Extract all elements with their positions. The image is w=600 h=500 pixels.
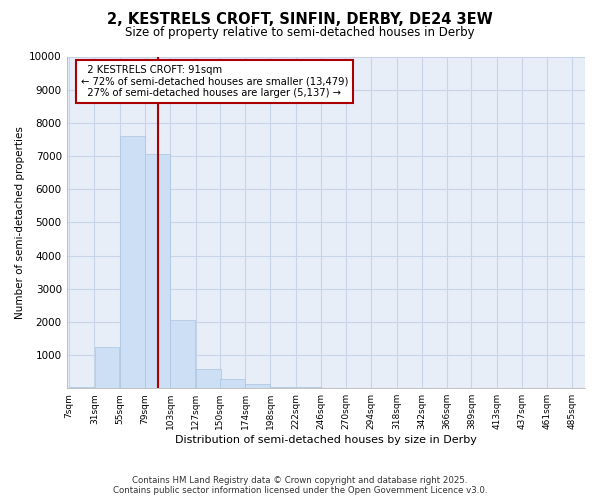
- Bar: [95, 346, 119, 388]
- Text: Contains HM Land Registry data © Crown copyright and database right 2025.
Contai: Contains HM Land Registry data © Crown c…: [113, 476, 487, 495]
- Bar: [245, 384, 270, 388]
- Text: 2 KESTRELS CROFT: 91sqm
← 72% of semi-detached houses are smaller (13,479)
  27%: 2 KESTRELS CROFT: 91sqm ← 72% of semi-de…: [81, 65, 348, 98]
- Bar: [271, 386, 295, 388]
- Bar: [296, 387, 320, 388]
- Text: 2, KESTRELS CROFT, SINFIN, DERBY, DE24 3EW: 2, KESTRELS CROFT, SINFIN, DERBY, DE24 3…: [107, 12, 493, 28]
- Bar: [220, 380, 245, 388]
- Y-axis label: Number of semi-detached properties: Number of semi-detached properties: [15, 126, 25, 319]
- Bar: [145, 154, 170, 388]
- X-axis label: Distribution of semi-detached houses by size in Derby: Distribution of semi-detached houses by …: [175, 435, 477, 445]
- Text: Size of property relative to semi-detached houses in Derby: Size of property relative to semi-detach…: [125, 26, 475, 39]
- Bar: [70, 386, 94, 388]
- Bar: [170, 320, 195, 388]
- Bar: [120, 136, 145, 388]
- Bar: [196, 369, 221, 388]
